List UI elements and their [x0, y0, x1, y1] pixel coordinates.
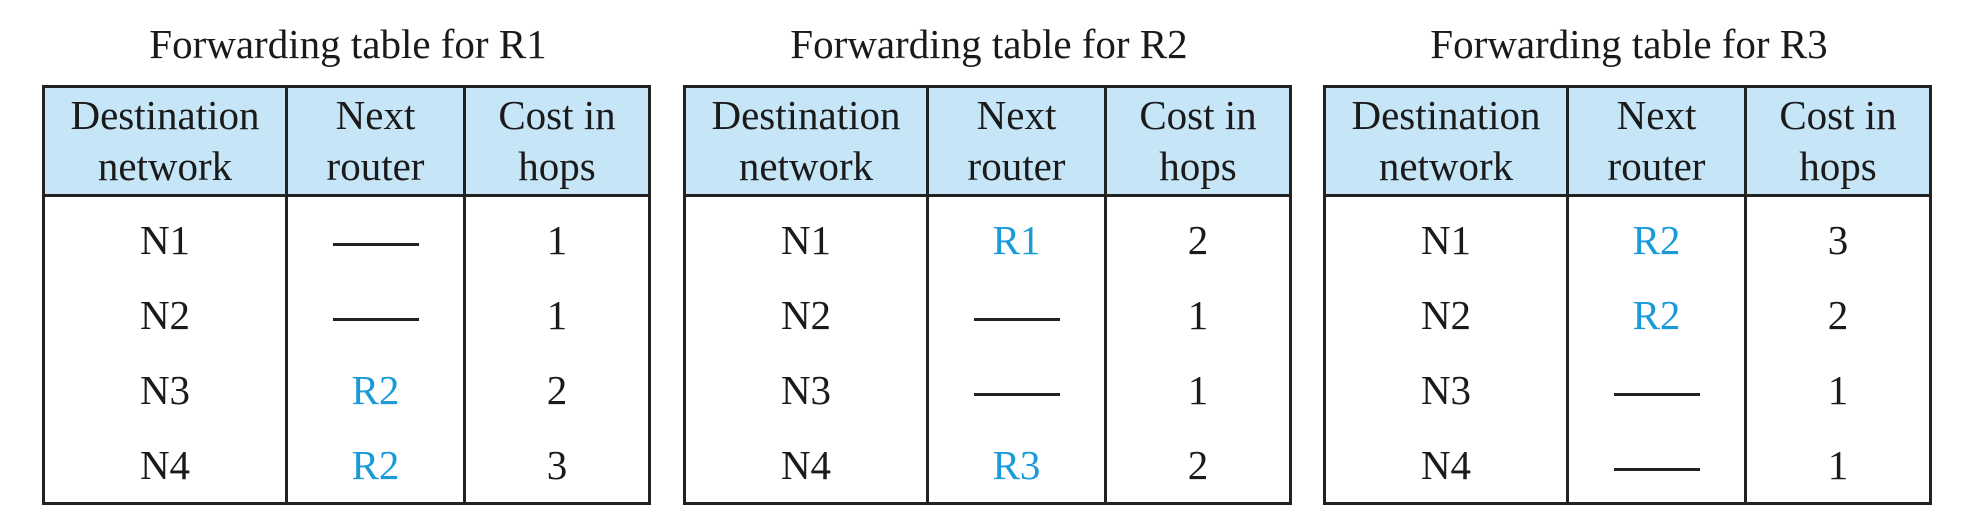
destination-cell: N2: [683, 277, 929, 352]
cost-in-hops-header-line: hops: [1799, 143, 1877, 189]
next-router-cell: [285, 277, 466, 352]
direct-delivery-dash: [332, 242, 419, 246]
next-router-header: Next router: [1566, 85, 1747, 197]
table-row: N1 R2 3: [1323, 195, 1932, 277]
cost-cell: 1: [1744, 352, 1932, 427]
next-router-header-line: router: [1607, 143, 1706, 189]
destination-cell: N3: [683, 352, 929, 427]
cost-cell: 2: [1744, 277, 1932, 352]
cost-cell: 1: [1104, 277, 1292, 352]
table-row: N1 R1 2: [683, 195, 1292, 277]
table-row: N2 1: [42, 277, 651, 352]
cost-in-hops-header-line: Cost in: [1139, 92, 1257, 138]
next-router-header-line: Next: [976, 92, 1057, 138]
cost-cell: 3: [463, 427, 651, 504]
direct-delivery-dash: [973, 317, 1060, 321]
cost-cell: 1: [463, 195, 651, 277]
cost-cell: 2: [1104, 195, 1292, 277]
cost-in-hops-header-line: Cost in: [498, 92, 616, 138]
destination-cell: N4: [1323, 427, 1569, 504]
header-row: Destination network Next router Cost in hops: [683, 85, 1292, 197]
destination-cell: N2: [42, 277, 288, 352]
next-router-cell: [926, 277, 1107, 352]
next-router-cell: [926, 352, 1107, 427]
direct-delivery-dash: [332, 317, 419, 321]
destination-network-header-line: Destination: [1351, 92, 1541, 138]
table-caption: Forwarding table for R2: [790, 21, 1188, 67]
table-row: N3 1: [683, 352, 1292, 427]
next-router-cell: [1566, 427, 1747, 504]
next-router-header-line: Next: [1616, 92, 1697, 138]
routing-table: Destination network Next router Cost in hops N…: [42, 85, 651, 505]
destination-network-header: Destination network: [683, 85, 929, 197]
next-router-header-line: Next: [335, 92, 416, 138]
header-row: Destination network Next router Cost in hops: [42, 85, 651, 197]
table-row: N4 R3 2: [683, 427, 1292, 504]
next-router-header: Next router: [926, 85, 1107, 197]
destination-network-header: Destination network: [42, 85, 288, 197]
destination-cell: N2: [1323, 277, 1569, 352]
cost-in-hops-header: Cost in hops: [1104, 85, 1292, 197]
destination-cell: N1: [1323, 195, 1569, 277]
table-row: N4 1: [1323, 427, 1932, 504]
next-router-header-line: router: [967, 143, 1066, 189]
cost-in-hops-header-line: Cost in: [1779, 92, 1897, 138]
destination-network-header-line: network: [97, 143, 233, 189]
cost-cell: 3: [1744, 195, 1932, 277]
table-caption: Forwarding table for R3: [1430, 21, 1828, 67]
direct-delivery-dash: [973, 392, 1060, 396]
table-row: N2 R2 2: [1323, 277, 1932, 352]
next-router-cell: [285, 195, 466, 277]
destination-network-header-line: Destination: [70, 92, 260, 138]
destination-network-header: Destination network: [1323, 85, 1569, 197]
destination-cell: N3: [1323, 352, 1569, 427]
next-router-cell: R3: [926, 427, 1107, 504]
cost-in-hops-header-line: hops: [518, 143, 596, 189]
next-router-header-line: router: [326, 143, 425, 189]
next-router-cell: R1: [926, 195, 1107, 277]
next-router-header: Next router: [285, 85, 466, 197]
next-router-cell: R2: [1566, 277, 1747, 352]
cost-cell: 2: [1104, 427, 1292, 504]
next-router-cell: R2: [1566, 195, 1747, 277]
destination-cell: N3: [42, 352, 288, 427]
destination-network-header-line: network: [738, 143, 874, 189]
cost-in-hops-header: Cost in hops: [463, 85, 651, 197]
destination-cell: N1: [683, 195, 929, 277]
next-router-cell: R2: [285, 352, 466, 427]
cost-cell: 1: [463, 277, 651, 352]
table-caption: Forwarding table for R1: [149, 21, 547, 67]
destination-cell: N4: [42, 427, 288, 504]
routing-table: Destination network Next router Cost in hops N…: [1323, 85, 1932, 505]
direct-delivery-dash: [1613, 467, 1700, 471]
cost-in-hops-header-line: hops: [1159, 143, 1237, 189]
table-row: N4 R2 3: [42, 427, 651, 504]
destination-network-header-line: network: [1378, 143, 1514, 189]
routing-table: Destination network Next router Cost in hops N…: [683, 85, 1292, 505]
table-row: N3 R2 2: [42, 352, 651, 427]
table-row: N2 1: [683, 277, 1292, 352]
next-router-cell: [1566, 352, 1747, 427]
direct-delivery-dash: [1613, 392, 1700, 396]
table-row: N3 1: [1323, 352, 1932, 427]
destination-cell: N4: [683, 427, 929, 504]
next-router-cell: R2: [285, 427, 466, 504]
cost-cell: 1: [1104, 352, 1292, 427]
destination-network-header-line: Destination: [711, 92, 901, 138]
table-row: N1 1: [42, 195, 651, 277]
cost-in-hops-header: Cost in hops: [1744, 85, 1932, 197]
destination-cell: N1: [42, 195, 288, 277]
cost-cell: 2: [463, 352, 651, 427]
cost-cell: 1: [1744, 427, 1932, 504]
header-row: Destination network Next router Cost in hops: [1323, 85, 1932, 197]
